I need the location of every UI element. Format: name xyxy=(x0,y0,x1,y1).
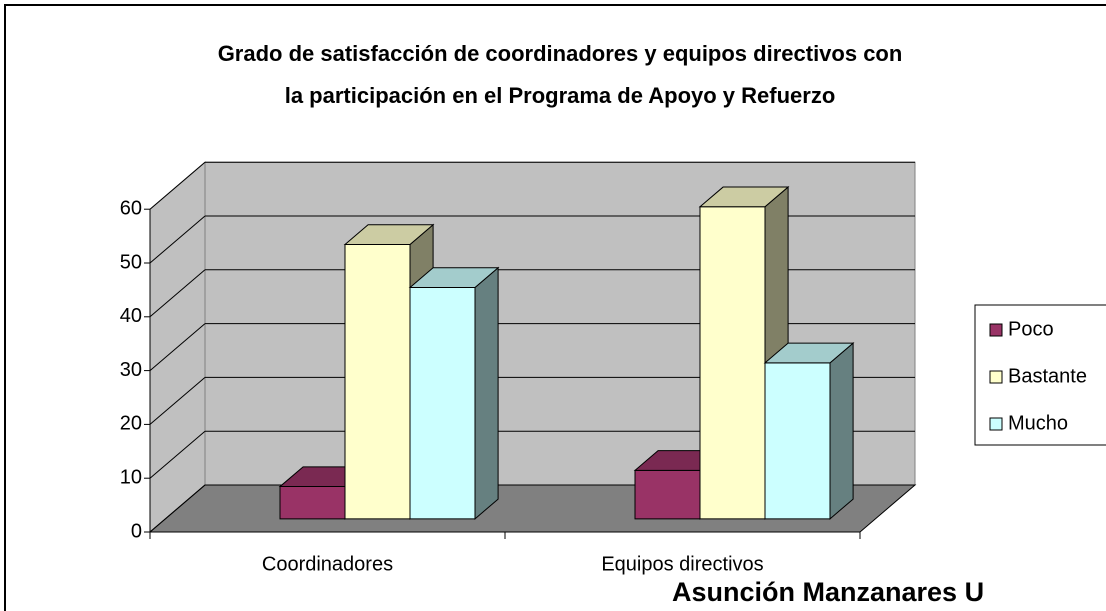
bar-front xyxy=(764,362,831,520)
bar-side xyxy=(829,341,854,520)
bar-top xyxy=(408,267,500,288)
y-tick-label: 20 xyxy=(120,413,142,435)
y-tick-label: 40 xyxy=(120,305,142,327)
y-tick-label: 0 xyxy=(131,520,142,542)
bar-front xyxy=(279,486,346,520)
bar-side xyxy=(474,266,499,520)
bar-front xyxy=(344,243,411,520)
grid-line xyxy=(149,430,206,479)
grid-line xyxy=(149,323,206,371)
legend-swatch xyxy=(989,370,1003,384)
chart-title: la participación en el Programa de Apoyo… xyxy=(285,83,836,108)
grid-line xyxy=(149,269,206,318)
bar-top xyxy=(763,342,855,364)
grid-line xyxy=(149,377,206,425)
bar-front xyxy=(409,287,476,520)
bar-front xyxy=(634,469,701,520)
grid-line xyxy=(149,484,206,533)
legend-label: Bastante xyxy=(1008,365,1087,387)
x-tick-label: Coordinadores xyxy=(262,553,393,575)
legend-swatch xyxy=(989,417,1003,431)
legend-label: Poco xyxy=(1008,318,1054,340)
bar-top xyxy=(343,224,435,245)
y-tick-label: 50 xyxy=(120,251,142,273)
legend-label: Mucho xyxy=(1008,412,1068,434)
bar xyxy=(763,341,855,520)
y-tick-label: 60 xyxy=(120,197,142,219)
bar-front xyxy=(699,206,766,520)
chart-border xyxy=(4,4,1106,611)
footer: Asunción Manzanares U xyxy=(672,577,984,607)
bar-top xyxy=(698,186,790,208)
grid-line xyxy=(149,161,206,210)
legend-swatch xyxy=(989,323,1003,337)
x-tick-label: Equipos directivos xyxy=(601,553,763,575)
y-tick-label: 30 xyxy=(120,359,142,381)
bar xyxy=(408,266,500,520)
chart-title: Grado de satisfacción de coordinadores y… xyxy=(218,41,903,66)
y-tick-label: 10 xyxy=(120,466,142,488)
grid-line xyxy=(149,215,206,264)
